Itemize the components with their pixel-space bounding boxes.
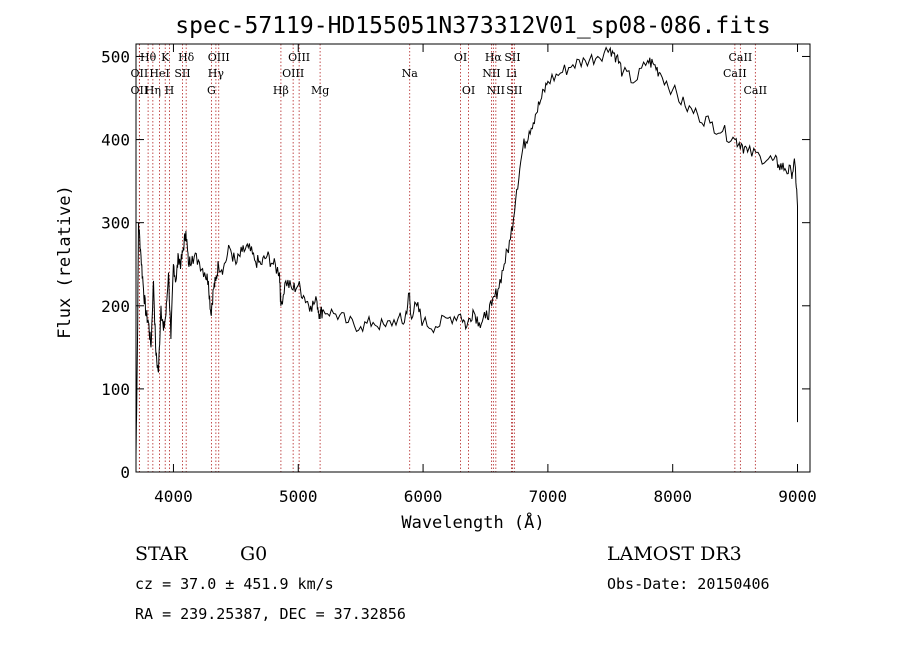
chart-title: spec-57119-HD155051N373312V01_sp08-086.f… xyxy=(175,13,770,39)
line-label: Na xyxy=(402,67,419,80)
line-label: Hη xyxy=(145,84,161,97)
ra-dec: RA = 239.25387, DEC = 37.32856 xyxy=(135,605,406,623)
line-label: Hθ xyxy=(140,51,157,64)
x-tick-label: 8000 xyxy=(653,487,692,506)
line-label: SII xyxy=(504,51,520,64)
line-label: Hδ xyxy=(178,51,195,64)
line-label: Hγ xyxy=(208,67,225,80)
x-tick-label: 4000 xyxy=(154,487,193,506)
line-label: K xyxy=(161,51,170,64)
line-labels: Hθ OII OII K HeI Hη SII H Hδ OIII Hγ G Hβ OIII OIII Mg N… xyxy=(131,51,768,97)
line-label: Mg xyxy=(311,84,329,97)
line-markers xyxy=(138,44,756,472)
line-label: HeI xyxy=(149,67,169,80)
object-class: STAR xyxy=(135,543,188,565)
x-tick-label: 7000 xyxy=(529,487,568,506)
y-tick-label: 300 xyxy=(101,214,130,233)
y-tick-label: 400 xyxy=(101,131,130,150)
line-label: H xyxy=(165,84,175,97)
line-label: NII xyxy=(487,84,505,97)
line-label: OIII xyxy=(288,51,310,64)
spectrum-line xyxy=(135,46,798,456)
line-label: CaII xyxy=(729,51,753,64)
x-tick-label: 9000 xyxy=(778,487,817,506)
y-tick-label: 200 xyxy=(101,297,130,316)
line-label: SII xyxy=(506,84,522,97)
line-label: SII xyxy=(174,67,190,80)
x-axis-label: Wavelength (Å) xyxy=(401,511,544,533)
line-label: OIII xyxy=(208,51,230,64)
object-subclass: G0 xyxy=(240,543,267,565)
axis-ticks: 4000 5000 6000 7000 8000 9000 0 100 200 300 400 500 xyxy=(101,44,817,506)
line-label: CaII xyxy=(743,84,767,97)
line-label: Li xyxy=(506,67,517,80)
y-axis-label: Flux (relative) xyxy=(55,185,75,339)
x-tick-label: 5000 xyxy=(279,487,318,506)
y-tick-label: 100 xyxy=(101,380,130,399)
line-label: Hβ xyxy=(273,84,289,97)
x-tick-label: 6000 xyxy=(404,487,443,506)
line-label: CaII xyxy=(723,67,747,80)
line-label: Hα xyxy=(485,51,503,64)
line-label: G xyxy=(207,84,216,97)
line-label: OI xyxy=(462,84,475,97)
redshift-text: cz = 37.0 ± 451.9 km/s xyxy=(135,575,334,593)
line-label: OIII xyxy=(282,67,304,80)
obs-date: Obs-Date: 20150406 xyxy=(607,575,770,593)
y-tick-label: 500 xyxy=(101,47,130,66)
line-label: OII xyxy=(131,67,149,80)
plot-frame xyxy=(135,43,811,473)
line-label: OII xyxy=(131,84,149,97)
y-tick-label: 0 xyxy=(120,463,130,482)
line-label: OI xyxy=(454,51,467,64)
survey-name: LAMOST DR3 xyxy=(607,543,742,565)
line-label: NII xyxy=(482,67,500,80)
